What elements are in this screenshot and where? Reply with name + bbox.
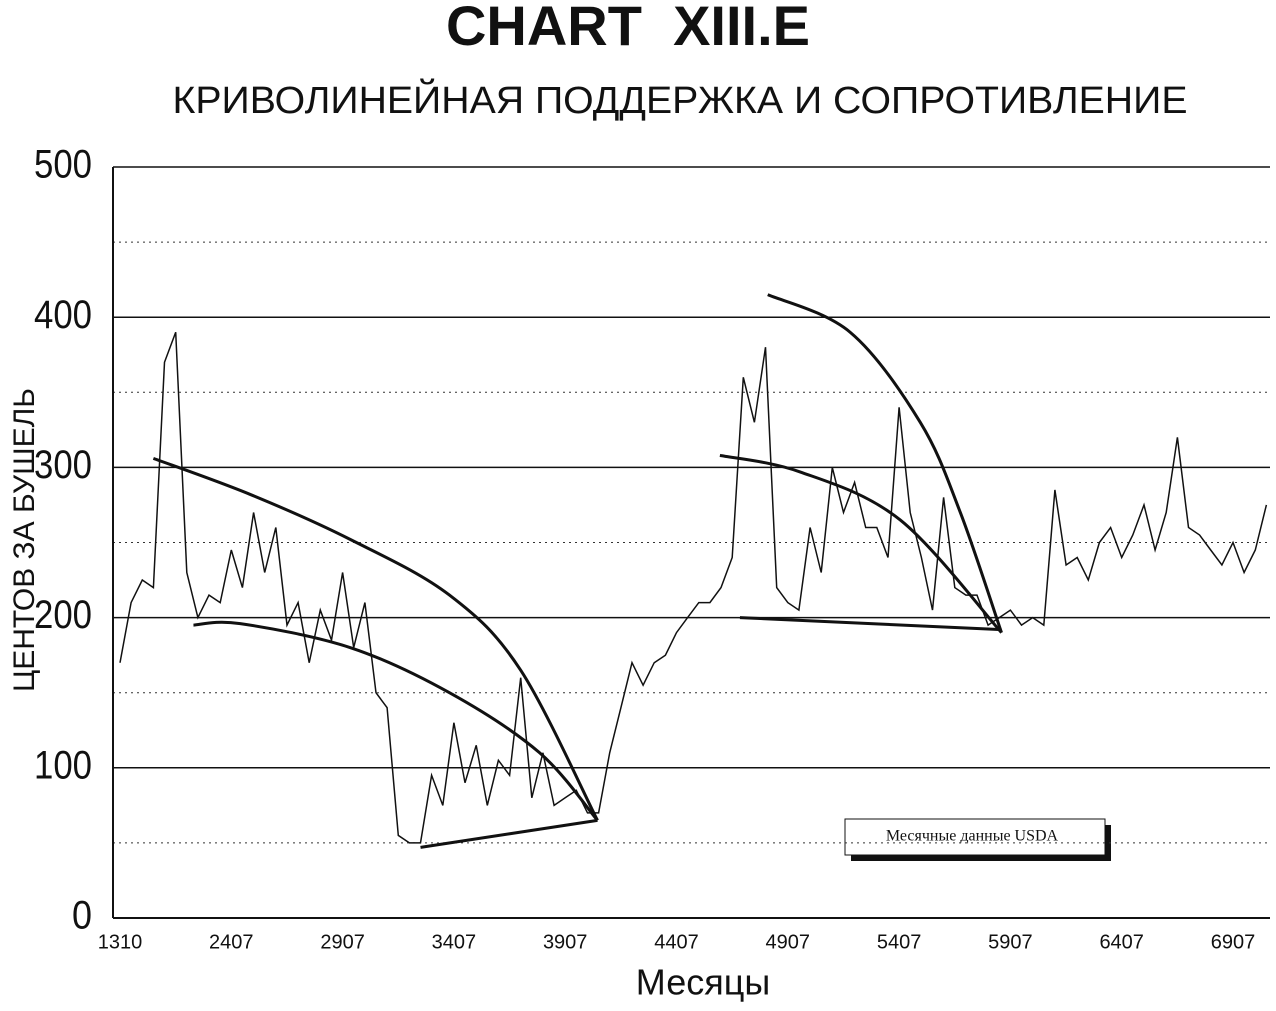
- x-tick-label: 4407: [654, 931, 699, 953]
- x-tick-label: 1310: [98, 931, 143, 953]
- x-tick-label: 2907: [320, 931, 365, 953]
- y-axis-label: ЦЕНТОВ ЗА БУШЕЛЬ: [8, 388, 41, 692]
- x-tick-label: 6907: [1211, 931, 1256, 953]
- x-axis-label: Месяцы: [636, 962, 770, 1003]
- y-tick-label: 300: [34, 443, 92, 487]
- chart-subtitle: КРИВОЛИНЕЙНАЯ ПОДДЕРЖКА И СОПРОТИВЛЕНИЕ: [173, 77, 1188, 122]
- y-tick-label: 400: [34, 293, 92, 337]
- annotation: Месячные данные USDA: [886, 828, 1059, 845]
- trend-line: [420, 818, 598, 849]
- x-tick-label: 5407: [877, 931, 922, 953]
- legend-box: [844, 818, 1106, 856]
- trend-line: [193, 620, 599, 822]
- trend-line: [739, 616, 1002, 632]
- y-tick-label: 0: [72, 894, 92, 938]
- trend-line: [719, 453, 1003, 634]
- chart-title: CHART XIII.E: [446, 0, 810, 57]
- x-tick-label: 3407: [432, 931, 477, 953]
- x-tick-label: 4907: [766, 931, 811, 953]
- data-line: [119, 331, 1268, 844]
- y-tick-label: 500: [34, 143, 92, 187]
- trend-line: [767, 293, 1003, 634]
- x-tick-label: 3907: [543, 931, 588, 953]
- y-tick-label: 200: [34, 593, 92, 637]
- trend-line: [152, 456, 599, 822]
- x-tick-label: 5907: [988, 931, 1033, 953]
- y-tick-label: 100: [34, 743, 92, 787]
- x-tick-label: 6407: [1099, 931, 1144, 953]
- x-tick-label: 2407: [209, 931, 254, 953]
